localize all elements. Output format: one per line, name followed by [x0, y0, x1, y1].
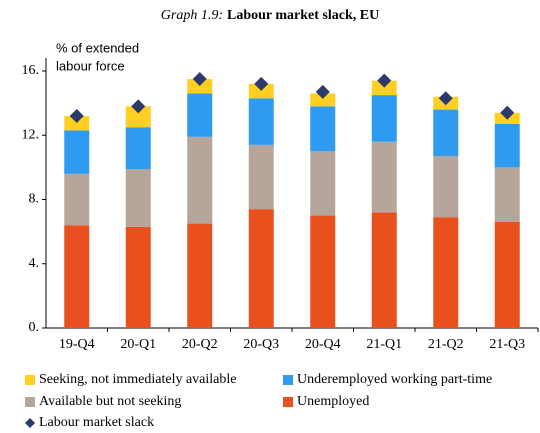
y-tick-label: 12.: [22, 127, 40, 142]
bar-segment: [494, 167, 520, 222]
bar-segment: [125, 127, 151, 169]
slack-marker: [131, 99, 146, 114]
bar-segment: [433, 109, 459, 157]
bar-segment: [125, 226, 151, 328]
bar-segment: [310, 151, 336, 216]
legend-swatch: [25, 375, 35, 385]
legend-label: Labour market slack: [39, 415, 154, 430]
bar-segment: [125, 168, 151, 227]
x-tick-label: 21-Q2: [428, 337, 464, 352]
slack-marker: [315, 84, 330, 99]
slack-marker: [254, 76, 269, 91]
legend-marker: [25, 418, 35, 428]
bar-segment: [248, 209, 274, 328]
bar-segment: [248, 83, 274, 99]
slack-marker: [438, 91, 453, 106]
y-tick-label: 0.: [29, 320, 40, 335]
bar-segment: [371, 212, 397, 328]
bar-segment: [248, 144, 274, 210]
y-axis-label: labour force: [56, 58, 125, 73]
title-group: Graph 1.9: Labour market slack, EU: [161, 8, 379, 23]
bar-segment: [187, 136, 213, 224]
x-tick-label: 20-Q3: [243, 337, 279, 352]
legend-label: Seeking, not immediately available: [39, 372, 237, 387]
slack-marker: [500, 105, 515, 120]
x-tick-label: 20-Q4: [305, 337, 341, 352]
bar-segment: [64, 173, 90, 226]
chart-title: Labour market slack, EU: [227, 8, 379, 23]
legend-label: Underemployed working part-time: [297, 372, 492, 387]
slack-marker: [192, 72, 207, 87]
slack-marker: [377, 73, 392, 88]
bar-segment: [248, 98, 274, 145]
legend-swatch: [283, 375, 293, 385]
x-tick-label: 21-Q1: [366, 337, 402, 352]
bar-segment: [310, 106, 336, 152]
bar-segment: [187, 93, 213, 137]
y-tick-label: 8.: [29, 192, 40, 207]
bar-segment: [494, 124, 520, 168]
bar-segment: [64, 115, 90, 131]
x-tick-label: 21-Q3: [489, 337, 525, 352]
bar-segment: [64, 130, 90, 174]
bar-segment: [187, 223, 213, 328]
x-tick-label: 20-Q1: [120, 337, 156, 352]
legend-label: Unemployed: [297, 394, 369, 409]
y-axis-label: % of extended: [56, 40, 139, 55]
bar-segment: [371, 80, 397, 96]
title-prefix: Graph 1.9:: [161, 8, 223, 23]
slack-marker: [69, 108, 84, 123]
bar-segment: [433, 156, 459, 218]
bar-segment: [310, 215, 336, 328]
y-tick-label: 4.: [29, 256, 40, 271]
bar-segment: [371, 141, 397, 213]
bar-segment: [494, 221, 520, 328]
bar-segment: [310, 93, 336, 107]
bar-segment: [187, 79, 213, 94]
legend-label: Available but not seeking: [39, 394, 181, 409]
bar-segment: [125, 106, 151, 128]
bar-segment: [433, 217, 459, 328]
bar-segment: [64, 225, 90, 328]
legend-swatch: [283, 397, 293, 407]
legend-swatch: [25, 397, 35, 407]
x-tick-label: 19-Q4: [59, 337, 95, 352]
x-tick-label: 20-Q2: [182, 337, 218, 352]
y-tick-label: 16.: [22, 63, 40, 78]
bar-segment: [371, 95, 397, 142]
